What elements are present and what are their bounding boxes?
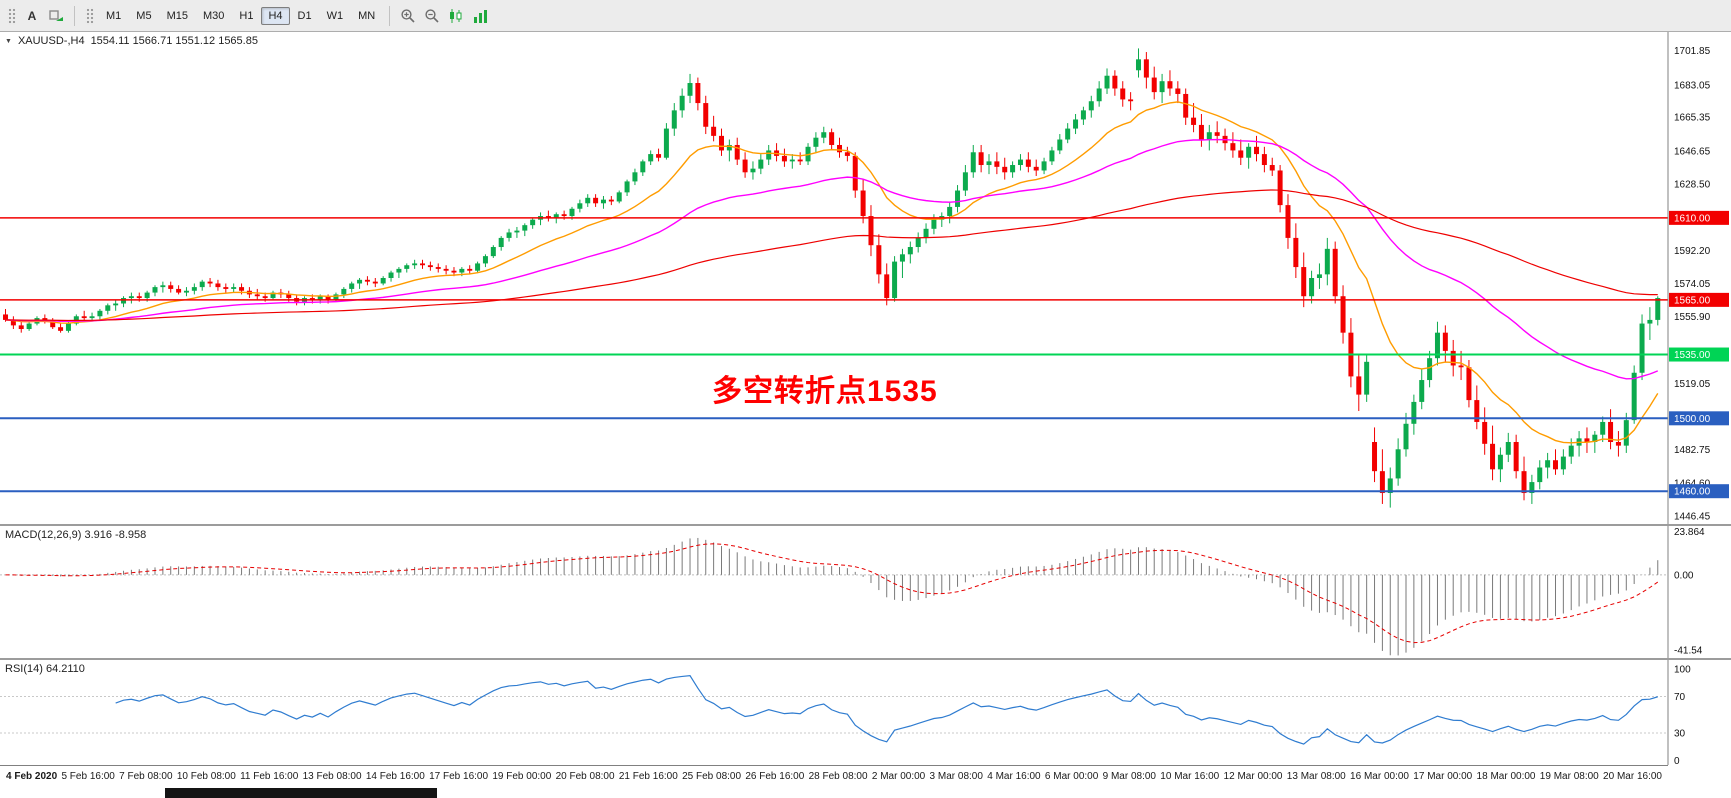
timeframe-button-H1[interactable]: H1	[239, 9, 254, 22]
rsi-panel[interactable]: 100 70 30 0 RSI(14) 64.2110	[0, 660, 1731, 765]
time-axis-label: 20 Mar 16:00	[1603, 770, 1662, 782]
time-axis[interactable]: 4 Feb 2020 5 Feb 16:00 7 Feb 08:00 10 Feb 0…	[0, 765, 1668, 786]
svg-text:1446.45: 1446.45	[1674, 511, 1711, 522]
time-axis-label: 14 Feb 16:00	[365, 770, 425, 782]
time-axis-label: 4 Feb 2020	[6, 770, 58, 782]
price-chart[interactable]: 1701.85 1683.05 1665.35 1646.65 1628.50 1592.…	[0, 32, 1731, 524]
svg-text:1646.65: 1646.65	[1674, 147, 1711, 158]
candlestick-chart-icon	[450, 8, 462, 23]
time-axis-label: 6 Mar 00:00	[1044, 770, 1099, 782]
panel-separator[interactable]	[0, 658, 1731, 660]
time-axis-label: 17 Feb 16:00	[429, 770, 489, 782]
svg-text:1535.00: 1535.00	[1674, 350, 1711, 361]
time-axis-label: 10 Mar 16:00	[1160, 770, 1220, 782]
time-axis-label: 13 Mar 08:00	[1286, 770, 1346, 782]
svg-text:1464.60: 1464.60	[1674, 478, 1711, 489]
timeframe-button-M15[interactable]: M15	[166, 9, 188, 22]
timeframe-button-M5[interactable]: M5	[136, 9, 152, 22]
timeframe-button-W1[interactable]: W1	[326, 9, 344, 22]
zoom-out-button[interactable]	[421, 5, 443, 27]
time-axis-label: 18 Mar 00:00	[1476, 770, 1536, 782]
svg-text:1500.00: 1500.00	[1674, 414, 1711, 425]
timeframe-button-MN[interactable]: MN	[358, 9, 376, 22]
time-axis-label: 2 Mar 00:00	[871, 770, 926, 782]
time-axis-label: 19 Feb 00:00	[492, 770, 552, 782]
svg-text:30: 30	[1674, 729, 1686, 740]
zoom-in-icon	[401, 8, 415, 23]
svg-text:1701.85: 1701.85	[1674, 46, 1711, 57]
zoom-out-icon	[425, 8, 439, 23]
volume-button[interactable]	[469, 5, 491, 27]
time-axis-label: 7 Feb 08:00	[119, 770, 173, 782]
rsi-chart[interactable]: 100 70 30 0	[0, 660, 1731, 765]
timeframe-button-M1[interactable]: M1	[106, 9, 122, 22]
svg-text:70: 70	[1674, 692, 1686, 703]
toolbar-grip[interactable]	[85, 6, 94, 25]
time-axis-label: 25 Feb 08:00	[682, 770, 742, 782]
toolbar-separator	[74, 5, 75, 26]
main-chart-panel[interactable]: 1701.85 1683.05 1665.35 1646.65 1628.50 1592.…	[0, 32, 1731, 524]
time-axis-label: 28 Feb 08:00	[808, 770, 868, 782]
svg-text:23.864: 23.864	[1674, 527, 1705, 538]
svg-text:0: 0	[1674, 756, 1680, 765]
time-axis-label: 10 Feb 08:00	[176, 770, 236, 782]
time-axis-label: 19 Mar 08:00	[1539, 770, 1599, 782]
timeframe-group: M1 M5 M15 M30 H1 H4 D1 W1 MN	[99, 6, 382, 25]
zoom-in-button[interactable]	[397, 5, 419, 27]
svg-text:1665.35: 1665.35	[1674, 113, 1711, 124]
time-axis-label: 17 Mar 00:00	[1413, 770, 1473, 782]
time-axis-label: 13 Feb 08:00	[302, 770, 362, 782]
time-axis-label: 4 Mar 16:00	[987, 770, 1041, 782]
svg-text:100: 100	[1674, 665, 1691, 676]
text-tool-button[interactable]: A	[21, 5, 43, 27]
svg-text:1683.05: 1683.05	[1674, 80, 1711, 91]
time-axis-label: 26 Feb 16:00	[745, 770, 805, 782]
volume-bars-icon	[474, 9, 488, 23]
time-axis-label: 21 Feb 16:00	[618, 770, 678, 782]
objects-icon	[49, 9, 63, 21]
svg-text:1519.05: 1519.05	[1674, 379, 1711, 390]
time-axis-label: 16 Mar 00:00	[1350, 770, 1409, 782]
svg-text:1565.00: 1565.00	[1674, 295, 1711, 306]
text-tool-icon: A	[27, 8, 37, 23]
time-axis-label: 9 Mar 08:00	[1102, 770, 1156, 782]
taskbar-fragment	[165, 788, 437, 798]
macd-panel[interactable]: 23.864 0.00 -41.54 MACD(12,26,9) 3.916 -8.…	[0, 526, 1731, 658]
svg-text:1555.90: 1555.90	[1674, 312, 1711, 323]
toolbar-separator	[389, 5, 391, 26]
macd-chart[interactable]: 23.864 0.00 -41.54	[0, 526, 1731, 658]
timeframe-button-M30[interactable]: M30	[202, 9, 225, 22]
time-axis-label: 5 Feb 16:00	[61, 770, 115, 782]
timeframe-button-D1[interactable]: D1	[297, 9, 312, 22]
bottom-row	[0, 786, 1731, 798]
svg-text:1592.20: 1592.20	[1674, 246, 1711, 257]
svg-text:1482.75: 1482.75	[1674, 445, 1711, 456]
svg-text:1574.05: 1574.05	[1674, 279, 1711, 290]
toolbar-grip[interactable]	[7, 6, 16, 25]
time-axis-label: 3 Mar 08:00	[929, 770, 983, 782]
timeframe-button-H4[interactable]: H4	[261, 6, 290, 25]
svg-text:1610.00: 1610.00	[1674, 213, 1711, 224]
main-toolbar: A M1 M5 M15 M30 H1 H4 D1 W1 MN	[0, 0, 1731, 32]
candlestick-chart-button[interactable]	[445, 5, 467, 27]
chart-text-annotation[interactable]: 多空转折点1535	[712, 375, 938, 408]
svg-text:0.00: 0.00	[1674, 570, 1694, 581]
svg-text:-41.54: -41.54	[1674, 645, 1703, 656]
objects-tool-button[interactable]	[45, 5, 67, 27]
panel-separator[interactable]	[0, 524, 1731, 526]
time-axis-label: 11 Feb 16:00	[240, 770, 299, 782]
svg-text:1628.50: 1628.50	[1674, 180, 1711, 191]
svg-text:1460.00: 1460.00	[1674, 487, 1711, 498]
time-axis-label: 20 Feb 08:00	[555, 770, 615, 782]
time-axis-label: 12 Mar 00:00	[1223, 770, 1283, 782]
